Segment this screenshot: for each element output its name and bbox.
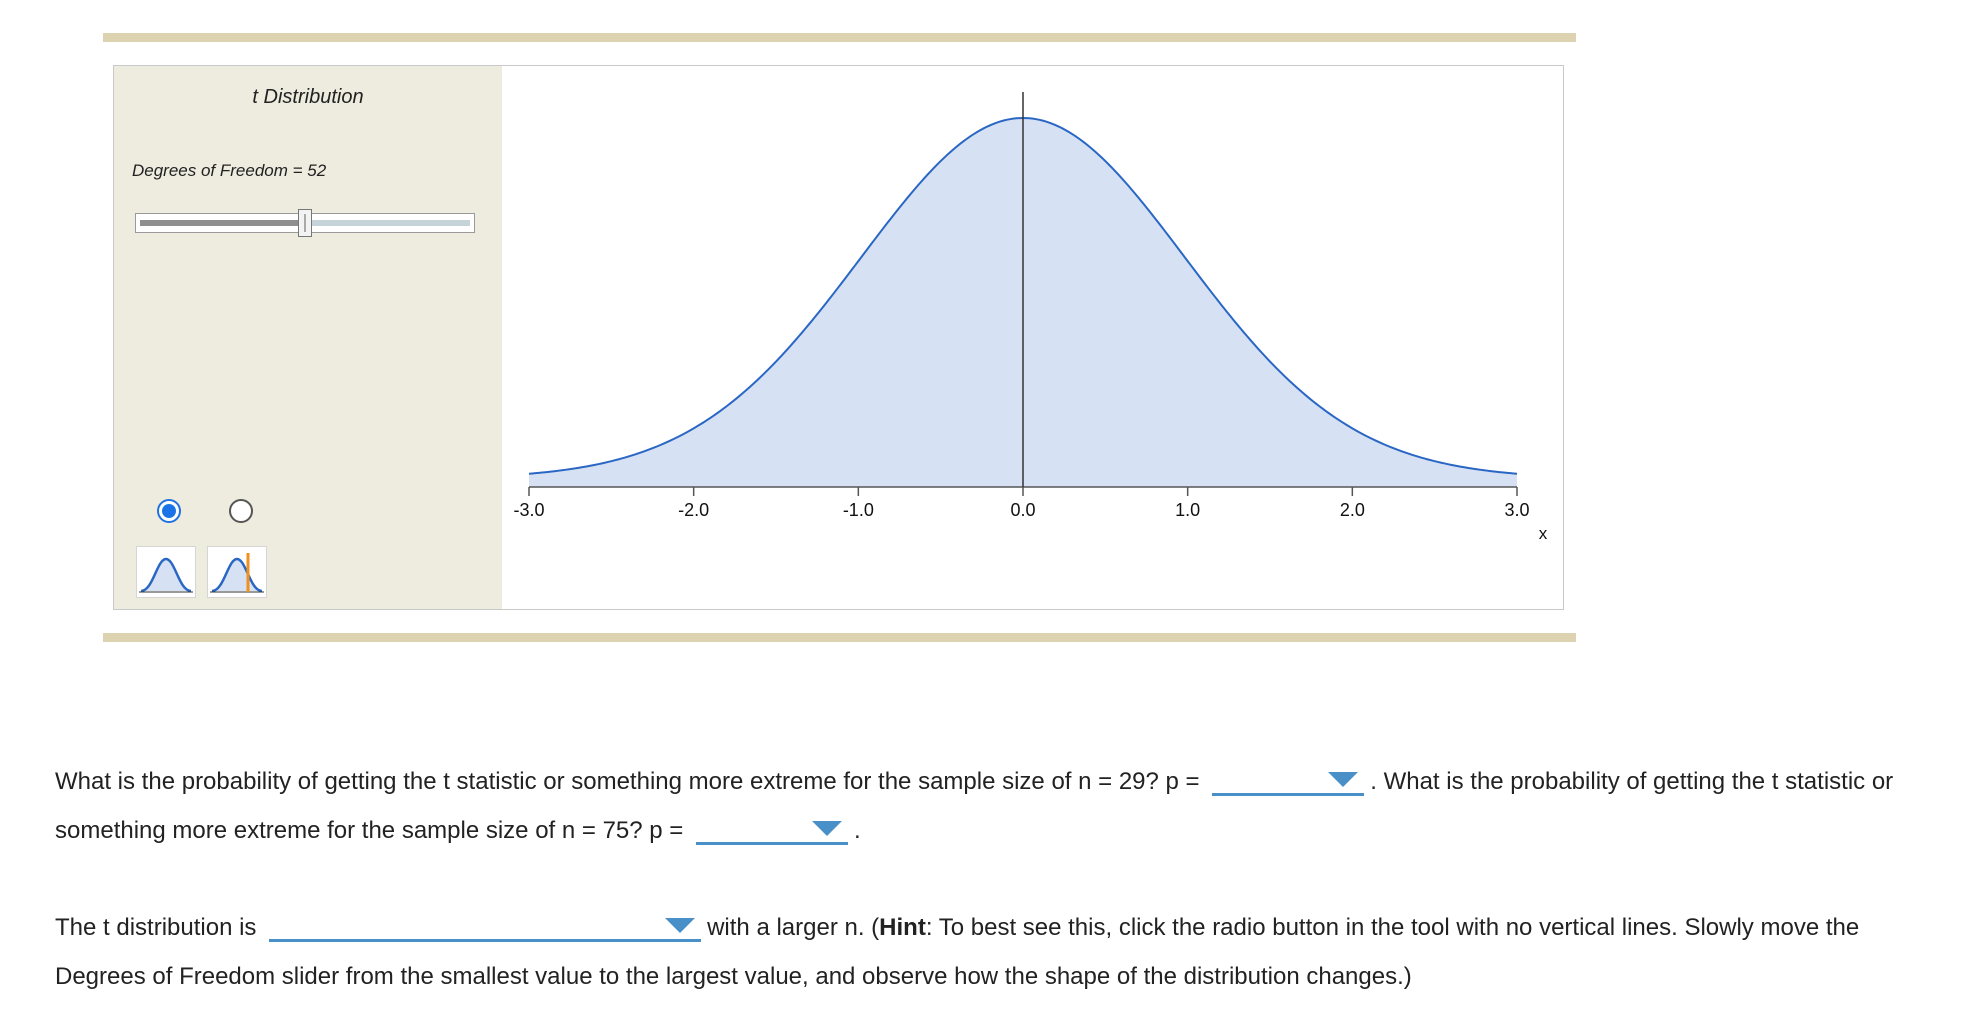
question-probability: What is the probability of getting the t…: [55, 757, 1935, 855]
x-tick-label: -2.0: [678, 500, 709, 520]
hint-label: Hint: [879, 914, 926, 941]
tool-title: t Distribution: [252, 86, 364, 108]
question-shape: The t distribution is with a larger n. (…: [55, 903, 1935, 1001]
control-panel: t Distribution Degrees of Freedom = 52: [114, 66, 502, 609]
bell-curve-icon: [136, 546, 196, 598]
chevron-down-icon: [812, 821, 842, 836]
x-tick-label: -1.0: [843, 500, 874, 520]
degrees-of-freedom-slider[interactable]: [135, 209, 475, 237]
x-tick-label: 2.0: [1340, 500, 1365, 520]
t-distribution-chart: -3.0 -2.0 -1.0 0.0 1.0 2.0 3.0 x: [513, 92, 1548, 543]
question-text-part2: . What is the probability of getting the…: [55, 768, 1894, 844]
x-tick-label: 0.0: [1010, 500, 1035, 520]
tool-bottom-border: [103, 633, 1576, 642]
x-axis-ticks: -3.0 -2.0 -1.0 0.0 1.0 2.0 3.0: [513, 487, 1530, 520]
p-value-n75-dropdown[interactable]: [696, 817, 848, 845]
t-distribution-tool: t Distribution Degrees of Freedom = 52: [113, 65, 1564, 610]
radio-curve-with-line[interactable]: [229, 499, 253, 523]
question-text-part1: What is the probability of getting the t…: [55, 768, 1207, 795]
question2-text-part3: : To best see this, click the radio butt…: [55, 914, 1860, 990]
tool-top-border: [103, 33, 1576, 42]
x-tick-label: -3.0: [513, 500, 544, 520]
bell-curve-with-line-icon: [207, 546, 267, 598]
question2-text-part1: The t distribution is: [55, 914, 264, 941]
question2-text-part2: with a larger n. (: [707, 914, 880, 941]
x-tick-label: 3.0: [1504, 500, 1529, 520]
slider-thumb[interactable]: [298, 209, 312, 237]
x-tick-label: 1.0: [1175, 500, 1200, 520]
distribution-shape-dropdown[interactable]: [269, 914, 702, 942]
x-axis-label: x: [1539, 524, 1548, 543]
question-text-end: .: [854, 817, 861, 844]
p-value-n29-dropdown[interactable]: [1212, 768, 1365, 796]
radio-curve-only[interactable]: [157, 499, 181, 523]
slider-track-fill: [140, 220, 305, 226]
degrees-of-freedom-label: Degrees of Freedom = 52: [132, 161, 327, 180]
chevron-down-icon: [665, 918, 696, 933]
chevron-down-icon: [1328, 772, 1359, 787]
